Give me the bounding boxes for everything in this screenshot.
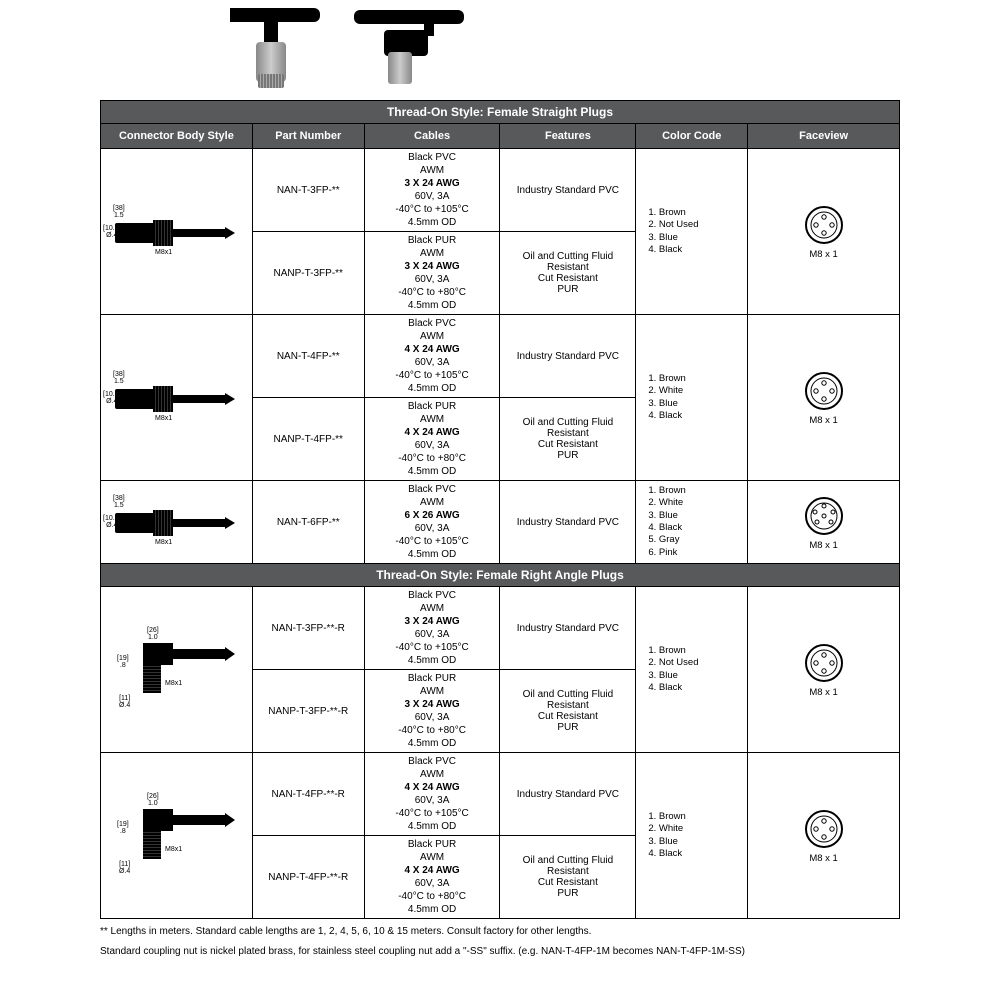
section-header: Thread-On Style: Female Straight Plugs <box>101 101 900 124</box>
column-header: Features <box>500 124 636 149</box>
connector-body-style: [38]1.5[10.2]Ø.4M8x1 <box>101 481 253 564</box>
column-header: Color Code <box>636 124 748 149</box>
features: Industry Standard PVC <box>500 587 636 670</box>
features: Industry Standard PVC <box>500 481 636 564</box>
features: Industry Standard PVC <box>500 149 636 232</box>
color-code: 1. Brown2. White3. Blue4. Black <box>636 315 748 481</box>
column-header: Part Number <box>252 124 364 149</box>
cables: Black PVCAWM6 X 26 AWG60V, 3A-40°C to +1… <box>364 481 500 564</box>
faceview: M8 x 1 <box>748 587 900 753</box>
color-code: 1. Brown2. White3. Blue4. Black <box>636 753 748 919</box>
column-header: Connector Body Style <box>101 124 253 149</box>
cables: Black PVCAWM3 X 24 AWG60V, 3A-40°C to +1… <box>364 149 500 232</box>
part-number: NANP-T-3FP-**-R <box>252 670 364 753</box>
features: Industry Standard PVC <box>500 753 636 836</box>
cables: Black PVCAWM3 X 24 AWG60V, 3A-40°C to +1… <box>364 587 500 670</box>
features: Industry Standard PVC <box>500 315 636 398</box>
features: Oil and Cutting FluidResistantCut Resist… <box>500 232 636 315</box>
features: Oil and Cutting FluidResistantCut Resist… <box>500 836 636 919</box>
faceview: M8 x 1 <box>748 315 900 481</box>
column-header: Cables <box>364 124 500 149</box>
part-number: NANP-T-3FP-** <box>252 232 364 315</box>
cables: Black PURAWM3 X 24 AWG60V, 3A-40°C to +8… <box>364 670 500 753</box>
color-code: 1. Brown2. Not Used3. Blue4. Black <box>636 149 748 315</box>
connector-body-style: [38]1.5[10.2]Ø.4M8x1 <box>101 315 253 481</box>
part-number: NAN-T-3FP-**-R <box>252 587 364 670</box>
color-code: 1. Brown2. Not Used3. Blue4. Black <box>636 587 748 753</box>
product-photos <box>100 0 900 100</box>
cables: Black PURAWM3 X 24 AWG60V, 3A-40°C to +8… <box>364 232 500 315</box>
faceview: M8 x 1 <box>748 481 900 564</box>
part-number: NANP-T-4FP-** <box>252 398 364 481</box>
specifications-table: Thread-On Style: Female Straight PlugsCo… <box>100 100 900 919</box>
connector-body-style: [26]1.0[19].8[11]Ø.4M8x1 <box>101 587 253 753</box>
part-number: NAN-T-6FP-** <box>252 481 364 564</box>
part-number: NANP-T-4FP-**-R <box>252 836 364 919</box>
footnotes: ** Lengths in meters. Standard cable len… <box>100 925 900 959</box>
column-header: Faceview <box>748 124 900 149</box>
part-number: NAN-T-4FP-**-R <box>252 753 364 836</box>
part-number: NAN-T-4FP-** <box>252 315 364 398</box>
faceview: M8 x 1 <box>748 753 900 919</box>
color-code: 1. Brown2. White3. Blue4. Black5. Gray6.… <box>636 481 748 564</box>
cables: Black PURAWM4 X 24 AWG60V, 3A-40°C to +8… <box>364 836 500 919</box>
connector-body-style: [26]1.0[19].8[11]Ø.4M8x1 <box>101 753 253 919</box>
features: Oil and Cutting FluidResistantCut Resist… <box>500 670 636 753</box>
section-header: Thread-On Style: Female Right Angle Plug… <box>101 564 900 587</box>
part-number: NAN-T-3FP-** <box>252 149 364 232</box>
connector-body-style: [38]1.5[10.2]Ø.4M8x1 <box>101 149 253 315</box>
features: Oil and Cutting FluidResistantCut Resist… <box>500 398 636 481</box>
cables: Black PVCAWM4 X 24 AWG60V, 3A-40°C to +1… <box>364 753 500 836</box>
faceview: M8 x 1 <box>748 149 900 315</box>
cables: Black PVCAWM4 X 24 AWG60V, 3A-40°C to +1… <box>364 315 500 398</box>
cables: Black PURAWM4 X 24 AWG60V, 3A-40°C to +8… <box>364 398 500 481</box>
